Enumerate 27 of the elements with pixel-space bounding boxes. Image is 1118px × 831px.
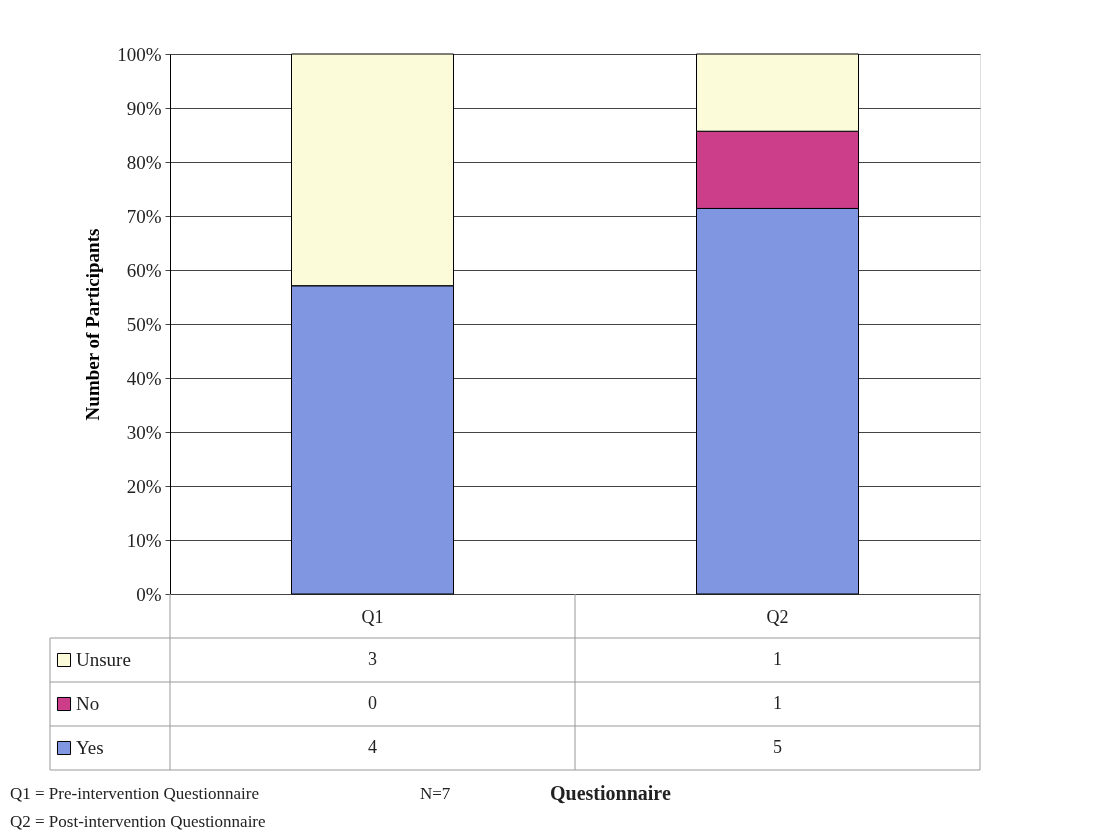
text: 4 bbox=[368, 737, 377, 757]
x-tick-label: Q1 bbox=[361, 606, 384, 627]
text: 5 bbox=[773, 737, 782, 757]
x-tick-label: Q2 bbox=[766, 606, 789, 627]
y-tick-label: 0% bbox=[136, 583, 162, 605]
text: N=7 bbox=[420, 784, 451, 803]
y-tick-label: 70% bbox=[126, 205, 162, 227]
text: 3 bbox=[368, 649, 377, 669]
y-tick-label: 10% bbox=[126, 529, 162, 551]
y-tick-label: 40% bbox=[126, 367, 162, 389]
y-axis-title: Number of Participants bbox=[82, 228, 104, 421]
y-tick-label: 80% bbox=[126, 151, 162, 173]
y-tick-label: 20% bbox=[126, 475, 162, 497]
y-tick-label: 60% bbox=[126, 259, 162, 281]
text: 1 bbox=[773, 649, 782, 669]
legend-label: No bbox=[76, 693, 100, 714]
text: Q1 = Pre-intervention Questionnaire bbox=[10, 784, 259, 803]
y-tick-label: 30% bbox=[126, 421, 162, 443]
text: Questionnaire bbox=[550, 782, 671, 804]
y-tick-label: 50% bbox=[126, 313, 162, 335]
text: 0 bbox=[368, 693, 377, 713]
y-tick-label: 90% bbox=[126, 97, 162, 119]
text: 1 bbox=[773, 693, 782, 713]
legend-label: Unsure bbox=[76, 649, 131, 670]
legend-label: Yes bbox=[76, 737, 104, 758]
text: Q2 = Post-intervention Questionnaire bbox=[10, 812, 266, 831]
y-tick-label: 100% bbox=[117, 43, 162, 65]
